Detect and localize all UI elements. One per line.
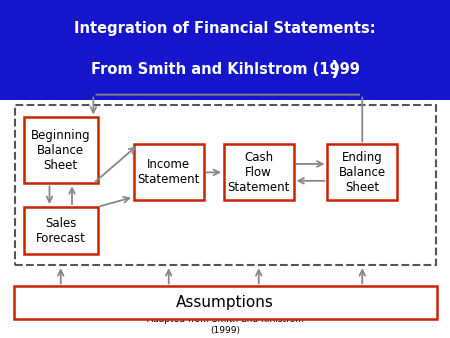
Bar <box>134 145 203 200</box>
Text: From Smith and Kihlstrom (1999: From Smith and Kihlstrom (1999 <box>90 62 360 77</box>
Text: Ending
Balance
Sheet: Ending Balance Sheet <box>339 151 386 194</box>
Bar <box>14 287 436 318</box>
Text: ): ) <box>331 60 340 79</box>
Text: Income
Statement: Income Statement <box>138 159 200 186</box>
Bar <box>328 145 397 200</box>
Bar <box>24 117 98 183</box>
Bar <box>224 145 293 200</box>
Bar <box>15 105 436 265</box>
Text: Adapted from Smith and Kihlstrom
(1999): Adapted from Smith and Kihlstrom (1999) <box>147 315 303 335</box>
Text: Sales
Forecast: Sales Forecast <box>36 217 86 244</box>
Bar <box>24 207 98 254</box>
Text: Cash
Flow
Statement: Cash Flow Statement <box>228 151 290 194</box>
Text: Beginning
Balance
Sheet: Beginning Balance Sheet <box>31 129 90 172</box>
Text: Assumptions: Assumptions <box>176 295 274 310</box>
Text: Integration of Financial Statements:: Integration of Financial Statements: <box>74 21 376 36</box>
Bar <box>0 0 450 100</box>
